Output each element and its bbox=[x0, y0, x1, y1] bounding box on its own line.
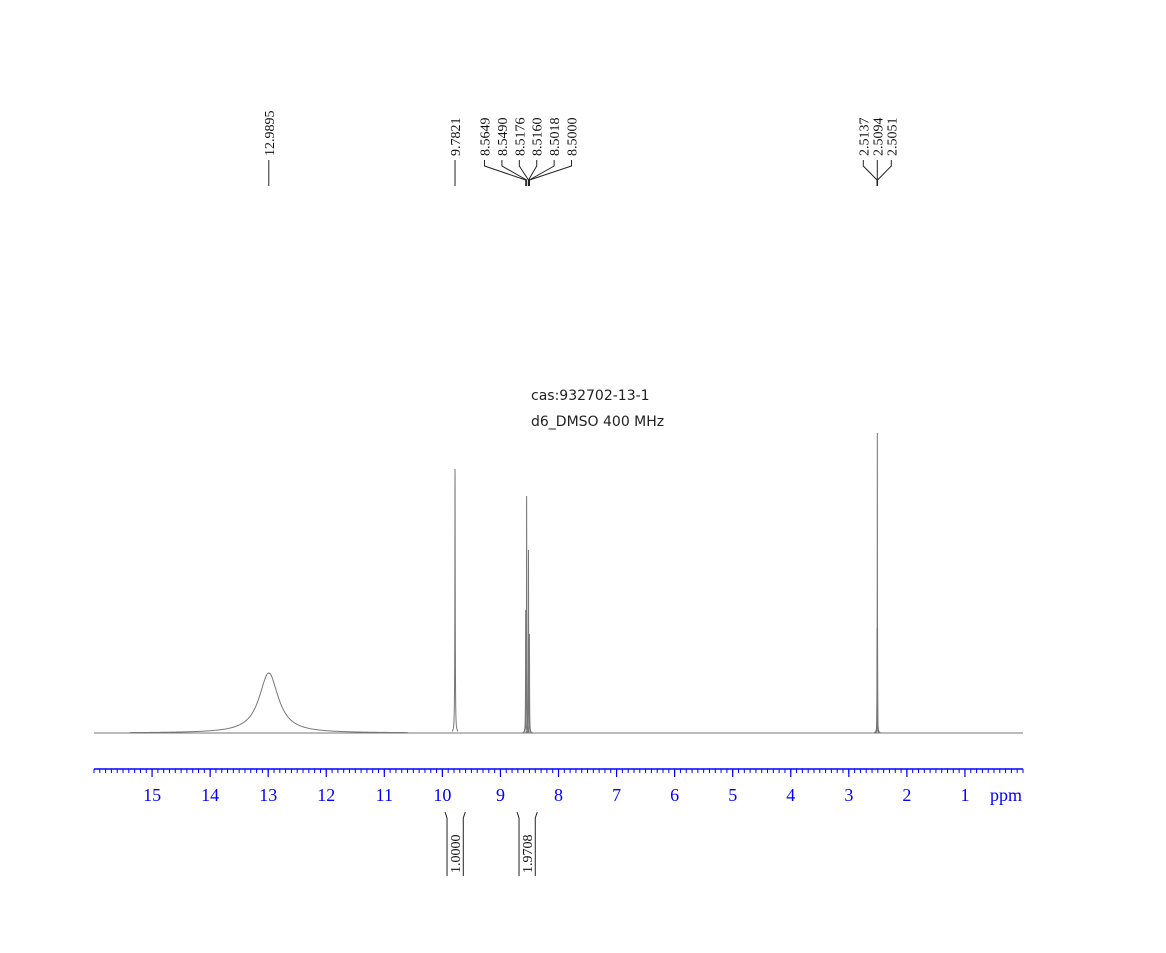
x-tick-label: 12 bbox=[317, 785, 335, 805]
peak-label: 8.5490 bbox=[496, 118, 511, 157]
peak-label-line bbox=[528, 160, 573, 186]
peak-label-line bbox=[877, 160, 892, 186]
x-tick-label: 14 bbox=[201, 785, 219, 805]
peak-label: 8.5176 bbox=[513, 118, 528, 157]
integral-bracket bbox=[444, 811, 466, 876]
integral-label: 1.9708 bbox=[521, 835, 536, 874]
peak-label-line bbox=[484, 160, 527, 186]
peak bbox=[526, 633, 533, 734]
peak-label: 8.5649 bbox=[479, 118, 494, 157]
x-tick-label: 15 bbox=[143, 785, 161, 805]
x-tick-label: 11 bbox=[376, 785, 393, 805]
x-tick-label: 13 bbox=[259, 785, 277, 805]
peak-label: 8.5160 bbox=[531, 118, 546, 157]
peak-label: 2.5051 bbox=[885, 118, 900, 157]
x-tick-label: 9 bbox=[496, 785, 505, 805]
peak-label: 8.5018 bbox=[548, 118, 563, 157]
x-axis-label: ppm bbox=[990, 785, 1022, 805]
peak bbox=[451, 468, 459, 732]
x-tick-label: 3 bbox=[844, 785, 853, 805]
x-tick-label: 7 bbox=[612, 785, 621, 805]
peak-label: 2.5137 bbox=[857, 118, 872, 157]
integral-bracket bbox=[516, 811, 538, 876]
peak-label: 12.9895 bbox=[263, 111, 278, 157]
annotation: d6_DMSO 400 MHz bbox=[531, 414, 664, 430]
x-tick-label: 8 bbox=[554, 785, 563, 805]
peak bbox=[874, 627, 881, 734]
x-tick-label: 1 bbox=[960, 785, 969, 805]
peak-label-line bbox=[501, 160, 528, 186]
x-tick-label: 5 bbox=[728, 785, 737, 805]
x-tick-label: 10 bbox=[433, 785, 451, 805]
x-tick-label: 6 bbox=[670, 785, 679, 805]
annotation: cas:932702-13-1 bbox=[531, 388, 650, 404]
x-tick-label: 2 bbox=[902, 785, 911, 805]
peak bbox=[129, 672, 409, 734]
peak-label-line bbox=[862, 160, 878, 186]
integral-label: 1.0000 bbox=[449, 835, 464, 874]
peak-label-line bbox=[528, 160, 538, 186]
x-tick-label: 4 bbox=[786, 785, 795, 805]
peak-label: 8.5000 bbox=[566, 118, 581, 157]
peak-label: 2.5094 bbox=[871, 118, 886, 157]
peak-label: 9.7821 bbox=[449, 118, 464, 157]
